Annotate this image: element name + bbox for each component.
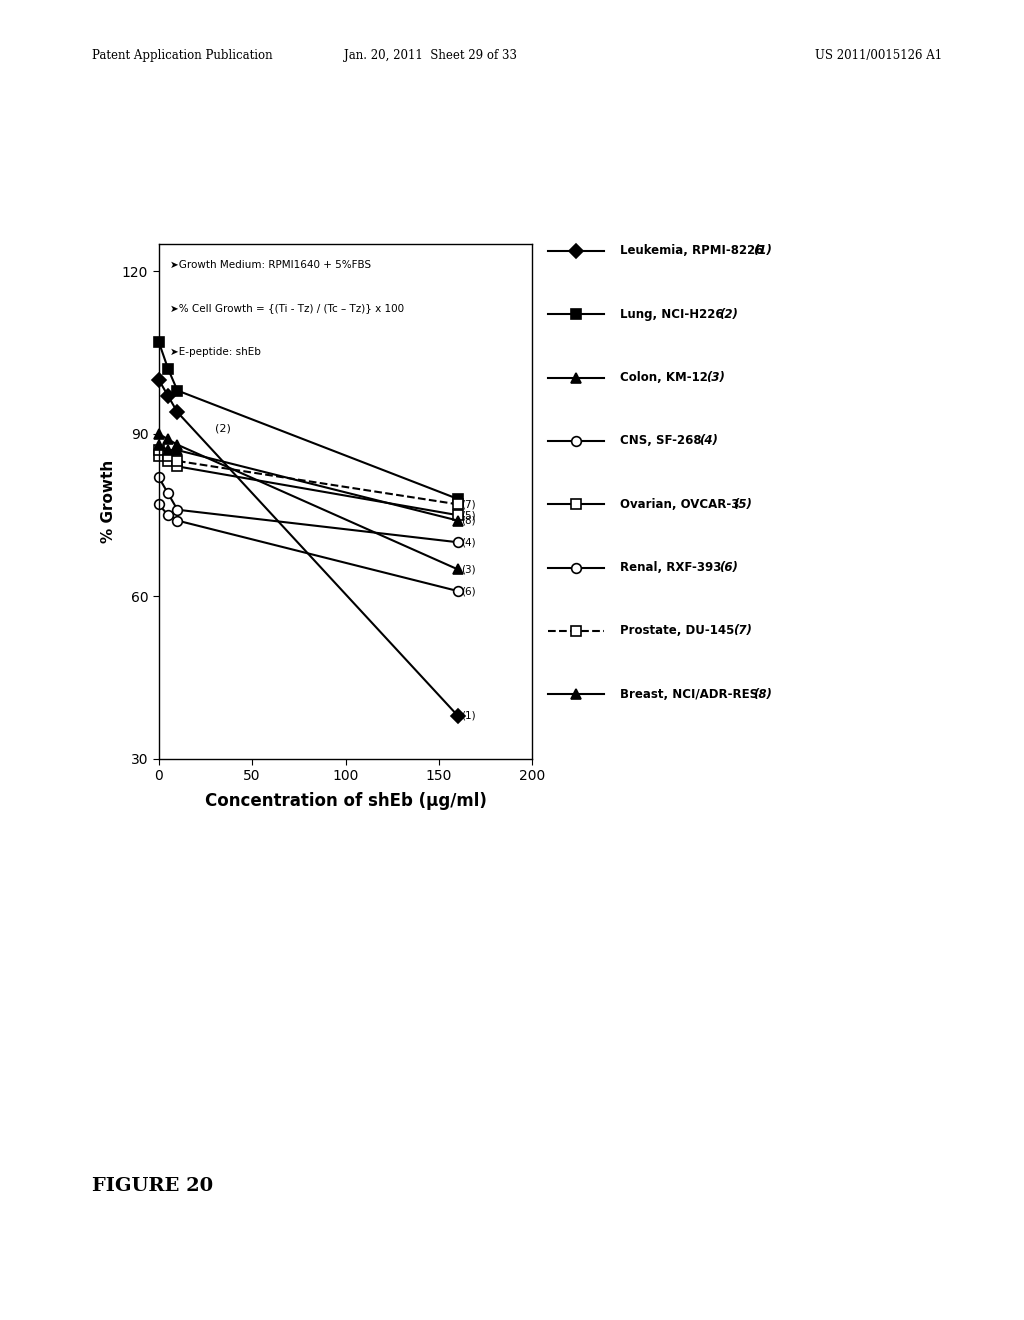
Text: Patent Application Publication: Patent Application Publication: [92, 49, 272, 62]
Text: FIGURE 20: FIGURE 20: [92, 1176, 213, 1195]
X-axis label: Concentration of shEb (μg/ml): Concentration of shEb (μg/ml): [205, 792, 486, 809]
Text: Prostate, DU-145: Prostate, DU-145: [620, 624, 738, 638]
Text: ➤Growth Medium: RPMI1640 + 5%FBS: ➤Growth Medium: RPMI1640 + 5%FBS: [170, 260, 371, 269]
Text: (5): (5): [733, 498, 752, 511]
Text: (1): (1): [462, 710, 476, 721]
Text: Leukemia, RPMI-8226: Leukemia, RPMI-8226: [620, 244, 767, 257]
Text: Breast, NCI/ADR-RES: Breast, NCI/ADR-RES: [620, 688, 762, 701]
Text: (6): (6): [462, 586, 476, 597]
Text: (8): (8): [462, 516, 476, 525]
Text: (5): (5): [462, 510, 476, 520]
Text: (2): (2): [215, 424, 230, 433]
Text: (4): (4): [699, 434, 718, 447]
Text: Jan. 20, 2011  Sheet 29 of 33: Jan. 20, 2011 Sheet 29 of 33: [344, 49, 516, 62]
Y-axis label: % Growth: % Growth: [101, 459, 117, 544]
Text: US 2011/0015126 A1: US 2011/0015126 A1: [815, 49, 942, 62]
Text: Lung, NCI-H226: Lung, NCI-H226: [620, 308, 727, 321]
Text: ➤E-peptide: shEb: ➤E-peptide: shEb: [170, 347, 261, 358]
Text: CNS, SF-268: CNS, SF-268: [620, 434, 706, 447]
Text: (4): (4): [462, 537, 476, 548]
Text: Renal, RXF-393: Renal, RXF-393: [620, 561, 725, 574]
Text: Colon, KM-12: Colon, KM-12: [620, 371, 712, 384]
Text: ➤% Cell Growth = {(Ti - Tz) / (Tc – Tz)} x 100: ➤% Cell Growth = {(Ti - Tz) / (Tc – Tz)}…: [170, 304, 404, 313]
Text: (1): (1): [753, 244, 771, 257]
Text: Ovarian, OVCAR-3: Ovarian, OVCAR-3: [620, 498, 743, 511]
Text: (3): (3): [462, 565, 476, 574]
Text: (6): (6): [720, 561, 738, 574]
Text: (2): (2): [720, 308, 738, 321]
Text: (7): (7): [733, 624, 752, 638]
Text: (3): (3): [707, 371, 725, 384]
Text: (8): (8): [753, 688, 771, 701]
Text: (7): (7): [462, 499, 476, 510]
